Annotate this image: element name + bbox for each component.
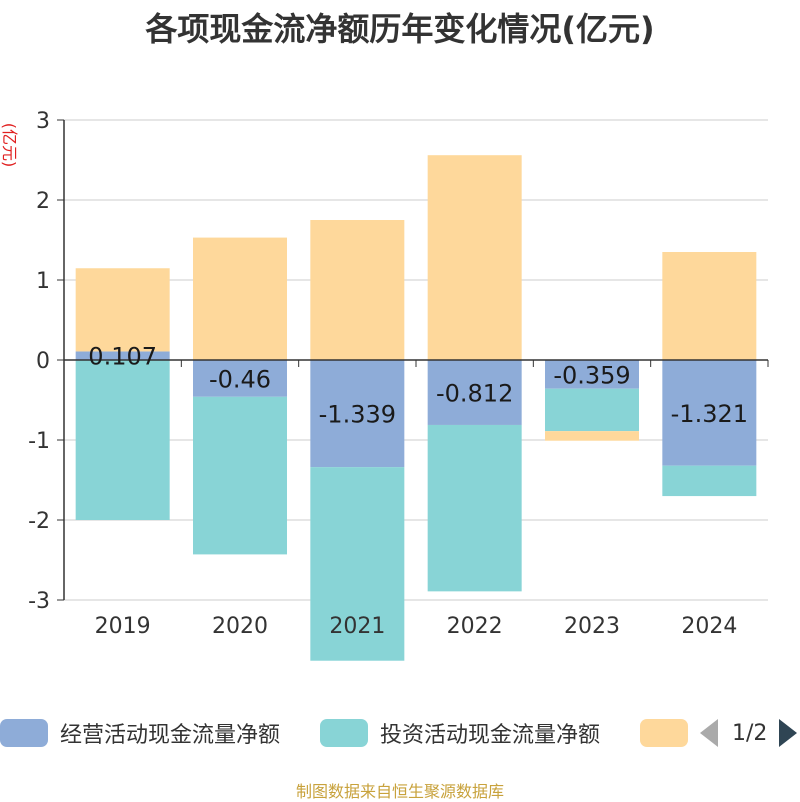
x-tick-label: 2021 [329,614,385,639]
source-note: 制图数据来自恒生聚源数据库 [295,782,504,801]
bar-segment[interactable] [310,467,405,661]
legend-swatch-investing [320,719,368,747]
legend-swatch-operating [0,719,48,747]
bar-segment[interactable] [75,268,170,352]
x-tick-label: 2023 [564,614,620,639]
legend: 经营活动现金流量净额 投资活动现金流量净额 [0,716,800,750]
data-label: -0.359 [553,361,630,389]
data-label: 0.107 [88,343,157,371]
legend-item-operating[interactable]: 经营活动现金流量净额 [0,716,280,750]
data-label: -0.46 [209,365,271,393]
bars [75,155,757,661]
x-tick-label: 2022 [447,614,503,639]
pager-text: 1/2 [732,720,768,746]
x-tick-label: 2019 [95,614,151,639]
legend-item-investing[interactable]: 投资活动现金流量净额 [320,716,600,750]
axes: 3 2 1 0 -1 -2 -3 2019 2020 2021 2022 2023 2024 [28,109,769,639]
legend-label-investing: 投资活动现金流量净额 [380,723,601,748]
bar-segment[interactable] [310,360,405,468]
x-tick-label: 2024 [681,614,737,639]
bar-segment[interactable] [427,155,522,360]
y-tick-label: -3 [28,589,50,614]
bar-segment[interactable] [662,360,757,466]
pager-prev-icon[interactable] [700,719,718,747]
y-tick-label: 0 [36,349,50,374]
bar-segment[interactable] [310,220,405,360]
bar-segment[interactable] [75,360,170,520]
bar-segment[interactable] [75,351,170,360]
data-labels: 0.107 -0.46 -1.339 -0.812 -0.359 -1.321 [88,343,748,429]
pager-next-icon[interactable] [779,719,798,747]
legend-pager: 1/2 [700,716,798,750]
legend-item-financing[interactable] [640,716,688,750]
bar-segment[interactable] [193,360,287,397]
legend-swatch-financing [640,719,688,747]
data-label: -0.812 [436,379,513,407]
bar-segment[interactable] [193,396,287,555]
y-tick-label: 3 [36,109,50,134]
bar-segment[interactable] [427,360,522,425]
data-label: -1.339 [319,401,396,429]
bar-segment[interactable] [662,252,757,360]
y-axis-title: (亿元) [0,123,19,168]
bar-segment[interactable] [545,431,639,441]
bar-segment[interactable] [545,388,639,432]
y-tick-label: 1 [36,269,50,294]
bar-segment[interactable] [193,237,287,360]
y-tick-label: -2 [28,509,50,534]
y-tick-label: -1 [28,429,50,454]
data-label: -1.321 [671,400,748,428]
bar-segment[interactable] [662,465,757,497]
bar-segment[interactable] [427,424,522,592]
chart-title: 各项现金流净额历年变化情况(亿元) [145,10,655,48]
y-tick-label: 2 [36,189,50,214]
legend-label-operating: 经营活动现金流量净额 [60,723,281,748]
x-tick-label: 2020 [212,614,268,639]
bar-segment[interactable] [545,360,639,389]
